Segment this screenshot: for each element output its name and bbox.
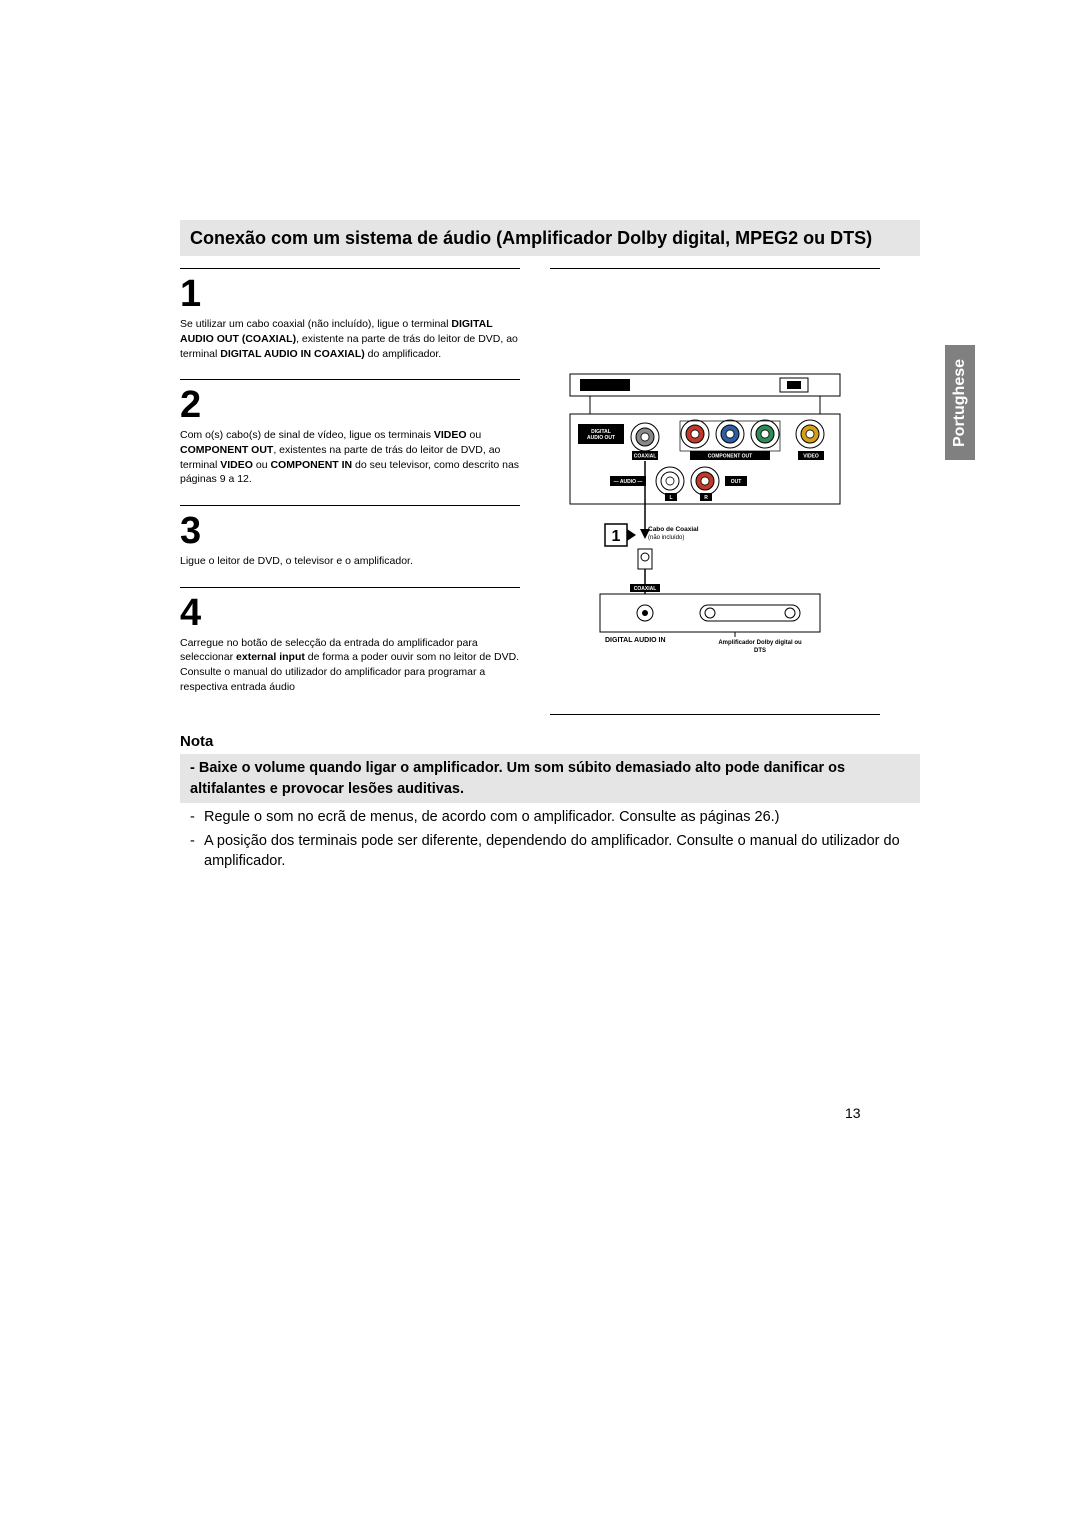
svg-text:AUDIO OUT: AUDIO OUT [587,435,615,441]
diagram-column: DIGITALAUDIO OUTCOAXIALCOMPONENT OUTVIDE… [550,268,880,721]
svg-text:Amplificador Dolby digital ou: Amplificador Dolby digital ou [718,640,802,646]
svg-text:DTS: DTS [754,648,766,654]
svg-text:COAXIAL: COAXIAL [634,454,657,460]
diagram-rule-top [550,268,880,269]
svg-text:COAXIAL: COAXIAL [634,586,657,592]
step-rule [180,505,520,506]
step-rule [180,587,520,588]
svg-text:1: 1 [612,528,621,545]
svg-text:R: R [704,495,708,501]
step-number: 1 [180,275,520,313]
step-text: Se utilizar um cabo coaxial (não incluíd… [180,317,520,361]
diagram-rule-bottom [550,714,880,715]
step-block: 1 Se utilizar um cabo coaxial (não incluí… [180,268,520,361]
svg-text:COMPONENT OUT: COMPONENT OUT [708,454,752,460]
connection-diagram: DIGITALAUDIO OUTCOAXIALCOMPONENT OUTVIDE… [550,369,880,704]
svg-text:(não incluído): (não incluído) [648,535,684,541]
language-tab: Portughese [945,345,975,460]
dash-icon: - [190,831,204,872]
step-number: 3 [180,512,520,550]
svg-text:OUT: OUT [731,479,742,485]
section-title: Conexão com um sistema de áudio (Amplifi… [180,220,920,256]
svg-text:Cabo de Coaxial: Cabo de Coaxial [648,526,699,533]
step-number: 4 [180,594,520,632]
step-rule [180,268,520,269]
svg-text:VIDEO: VIDEO [803,454,819,460]
nota-item: -A posição dos terminais pode ser difere… [190,831,910,872]
content-row: 1 Se utilizar um cabo coaxial (não incluí… [180,268,920,721]
step-block: 3 Ligue o leitor de DVD, o televisor e o … [180,505,520,569]
nota-item-text: Regule o som no ecrã de menus, de acordo… [204,807,780,827]
nota-highlight: - Baixe o volume quando ligar o amplific… [180,754,920,803]
nota-item-text: A posição dos terminais pode ser diferen… [204,831,910,872]
svg-text:DIGITAL AUDIO IN: DIGITAL AUDIO IN [605,637,666,644]
nota-heading: Nota [180,733,920,750]
step-text: Com o(s) cabo(s) de sinal de vídeo, ligu… [180,428,520,487]
step-text: Ligue o leitor de DVD, o televisor e o a… [180,554,520,569]
svg-text:L: L [669,495,672,501]
dash-icon: - [190,807,204,827]
step-text: Carregue no botão de selecção da entrada… [180,636,520,695]
nota-list: -Regule o som no ecrã de menus, de acord… [180,803,920,872]
step-rule [180,379,520,380]
nota-item: -Regule o som no ecrã de menus, de acord… [190,807,910,827]
svg-text:— AUDIO —: — AUDIO — [614,479,643,485]
page-number: 13 [845,1105,861,1121]
step-block: 4 Carregue no botão de selecção da entrad… [180,587,520,695]
step-number: 2 [180,386,520,424]
step-block: 2 Com o(s) cabo(s) de sinal de vídeo, lig… [180,379,520,487]
steps-column: 1 Se utilizar um cabo coaxial (não incluí… [180,268,540,721]
